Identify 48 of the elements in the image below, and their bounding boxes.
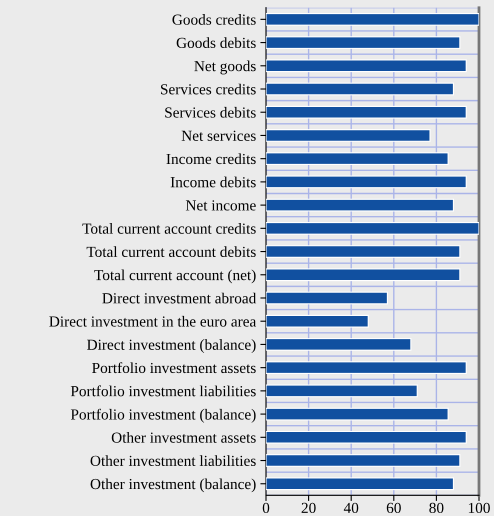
y-tick-label: Income credits xyxy=(166,153,256,164)
y-tick-label: Portfolio investment liabilities xyxy=(70,385,256,396)
bar xyxy=(266,245,460,258)
bar xyxy=(266,82,454,96)
x-tick-label: 0 xyxy=(262,502,270,514)
bar xyxy=(266,176,467,188)
y-tick-label: Portfolio investment (balance) xyxy=(70,408,256,423)
x-tick-label: 40 xyxy=(344,502,358,514)
y-tick-label: Direct investment in the euro area xyxy=(49,316,256,327)
bar xyxy=(266,36,460,49)
bar xyxy=(266,430,467,444)
y-tick-label: Net goods xyxy=(194,60,256,74)
bar xyxy=(266,106,467,119)
bar xyxy=(266,152,449,166)
y-tick-label: Services debits xyxy=(165,106,256,118)
y-tick-label: Other investment (balance) xyxy=(90,478,256,492)
y-tick-label: Goods debits xyxy=(176,37,256,48)
x-tick-label: 100 xyxy=(468,502,490,514)
bar xyxy=(266,292,388,304)
y-tick-label: Direct investment (balance) xyxy=(87,339,256,353)
x-tick-label: 60 xyxy=(386,502,401,514)
bar xyxy=(266,59,467,72)
bar xyxy=(266,198,454,212)
y-tick-label: Total current account credits xyxy=(82,223,256,234)
bar xyxy=(266,222,479,235)
x-tick-label: 80 xyxy=(429,502,444,514)
bar xyxy=(266,338,412,351)
y-tick-label: Total current account debits xyxy=(86,246,256,257)
y-tick-label: Income debits xyxy=(170,176,256,188)
bar xyxy=(266,314,369,328)
y-tick-label: Goods credits xyxy=(172,14,256,25)
bar xyxy=(266,12,479,26)
bar xyxy=(266,129,431,142)
bar xyxy=(266,384,418,398)
bar xyxy=(266,477,454,490)
y-tick-label: Other investment liabilities xyxy=(90,455,256,466)
y-tick-label: Portfolio investment assets xyxy=(92,362,256,374)
x-tick-label: 20 xyxy=(302,502,316,514)
y-tick-label: Other investment assets xyxy=(112,432,256,443)
y-tick-label: Direct investment abroad xyxy=(102,292,256,304)
y-tick-label: Services credits xyxy=(160,84,256,94)
bar xyxy=(266,268,460,282)
bar xyxy=(266,361,467,374)
y-tick-label: Total current account (net) xyxy=(94,269,256,284)
y-tick-label: Net services xyxy=(182,130,256,141)
bar xyxy=(266,454,460,467)
y-tick-label: Net income xyxy=(186,200,256,211)
bar xyxy=(266,408,449,420)
